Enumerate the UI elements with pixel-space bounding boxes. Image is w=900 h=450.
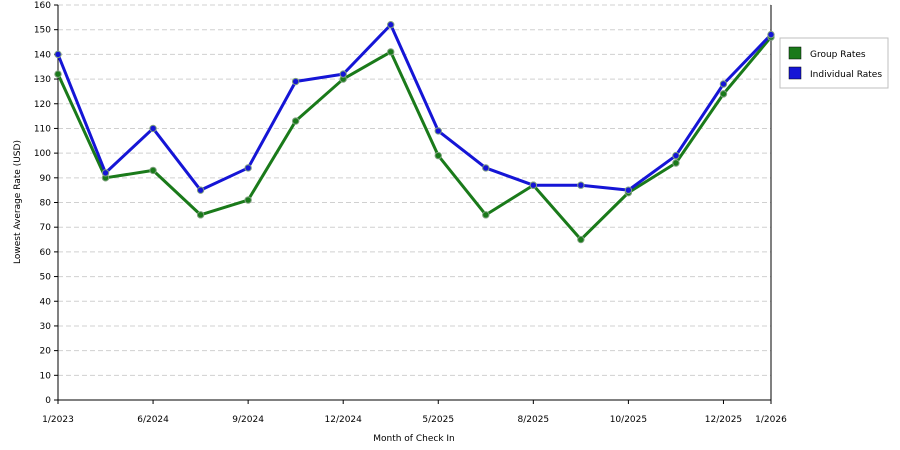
y-axis-title: Lowest Average Rate (USD) <box>13 140 23 264</box>
y-tick-label: 150 <box>34 26 51 36</box>
point-group-rates <box>54 70 62 78</box>
y-tick-label: 70 <box>40 223 52 233</box>
x-tick-label: 1/2026 <box>755 415 787 425</box>
gridlines <box>58 4 771 376</box>
y-tick-label: 120 <box>34 100 51 110</box>
point-individual-rates <box>434 127 442 135</box>
x-tick-label: 10/2025 <box>610 415 647 425</box>
series-line-individual-rates <box>56 23 773 192</box>
point-group-rates <box>244 196 252 204</box>
x-tick-label: 8/2025 <box>517 415 549 425</box>
point-individual-rates <box>149 124 157 133</box>
series-points <box>54 21 775 244</box>
x-tick-label: 6/2024 <box>137 415 169 425</box>
y-tick-label: 90 <box>40 174 52 184</box>
point-group-rates <box>482 211 490 219</box>
point-group-rates <box>196 211 205 219</box>
point-individual-rates <box>767 30 775 39</box>
y-tick-label: 140 <box>34 50 51 60</box>
series-line-group-rates <box>56 36 773 242</box>
series-lines <box>56 23 773 242</box>
y-tick-label: 0 <box>45 396 51 406</box>
y-tick-label: 80 <box>40 199 52 209</box>
y-tick-label: 30 <box>40 322 52 332</box>
point-individual-rates <box>672 151 680 160</box>
point-group-rates <box>387 48 395 56</box>
x-tick-label: 5/2025 <box>422 415 454 425</box>
point-individual-rates <box>101 169 110 177</box>
point-group-rates <box>577 235 585 244</box>
legend-box <box>779 37 889 89</box>
y-tick-label: 60 <box>40 248 52 258</box>
point-group-rates <box>291 117 300 125</box>
point-group-rates <box>672 159 680 167</box>
x-tick-labels: 1/2023 6/2024 9/2024 12/2024 5/2025 8/2025 10/… <box>42 415 787 425</box>
y-tick-label: 50 <box>40 273 52 283</box>
y-tick-label: 130 <box>34 75 51 85</box>
point-individual-rates <box>291 77 300 86</box>
x-tick-label: 12/2024 <box>325 415 363 425</box>
legend: Group Rates Individual Rates <box>779 37 889 89</box>
y-tick-label: 40 <box>40 297 52 307</box>
legend-swatch-individual-rates <box>788 66 802 80</box>
y-tick-labels: 0 10 20 30 40 50 60 70 80 90 100 110 120 130 140 150 160 <box>34 1 51 406</box>
x-tick-label: 9/2024 <box>232 415 264 425</box>
y-tick-label: 110 <box>34 124 51 134</box>
x-tick-label: 12/2025 <box>705 415 742 425</box>
point-individual-rates <box>482 164 490 172</box>
point-individual-rates <box>387 21 395 29</box>
point-individual-rates <box>719 80 728 88</box>
x-tick-label: 1/2023 <box>42 415 74 425</box>
axes <box>54 4 772 404</box>
point-individual-rates <box>577 181 585 189</box>
y-tick-label: 100 <box>34 149 51 159</box>
point-individual-rates <box>54 50 62 59</box>
legend-label-individual-rates: Individual Rates <box>810 70 882 80</box>
y-tick-label: 160 <box>34 1 51 11</box>
point-individual-rates <box>624 186 633 194</box>
point-individual-rates <box>196 186 205 194</box>
x-axis-title: Month of Check In <box>373 434 455 444</box>
point-group-rates <box>149 166 157 175</box>
point-group-rates <box>719 90 728 98</box>
legend-swatch-group-rates <box>788 46 802 60</box>
y-tick-label: 10 <box>40 371 52 381</box>
point-individual-rates <box>244 164 252 172</box>
y-tick-label: 20 <box>40 347 52 357</box>
point-individual-rates <box>529 181 538 189</box>
legend-label-group-rates: Group Rates <box>810 50 866 60</box>
point-individual-rates <box>339 70 347 78</box>
point-group-rates <box>434 151 442 160</box>
